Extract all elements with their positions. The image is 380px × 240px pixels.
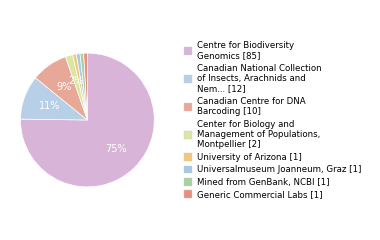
Wedge shape xyxy=(65,55,87,120)
Wedge shape xyxy=(80,53,87,120)
Text: 2%: 2% xyxy=(69,76,84,86)
Text: 9%: 9% xyxy=(57,82,72,92)
Wedge shape xyxy=(35,57,87,120)
Text: 11%: 11% xyxy=(39,101,60,111)
Text: 75%: 75% xyxy=(105,144,127,154)
Wedge shape xyxy=(73,54,87,120)
Wedge shape xyxy=(76,54,87,120)
Wedge shape xyxy=(21,53,154,187)
Wedge shape xyxy=(84,53,87,120)
Legend: Centre for Biodiversity
Genomics [85], Canadian National Collection
of Insects, : Centre for Biodiversity Genomics [85], C… xyxy=(184,41,361,199)
Wedge shape xyxy=(21,78,87,120)
